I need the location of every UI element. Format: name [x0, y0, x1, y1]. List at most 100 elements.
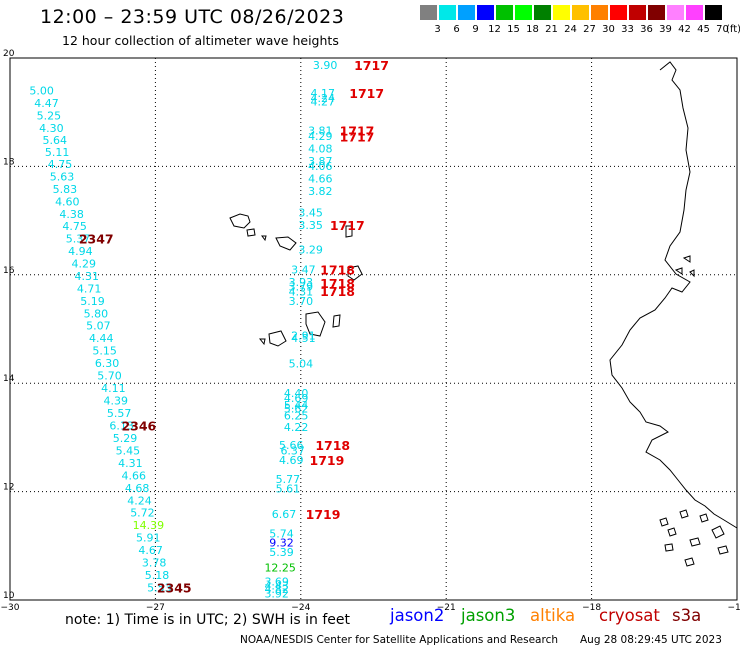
- scale-label: 18: [526, 24, 539, 35]
- pass-time-label: 1718: [320, 262, 355, 277]
- lon-tick-label: −30: [1, 603, 20, 610]
- scale-label: 39: [659, 24, 672, 35]
- sal-island: [345, 225, 353, 238]
- scale-swatch: [458, 5, 475, 20]
- wave-height-label: 5.57: [107, 407, 132, 420]
- lat-tick-label: 18: [3, 157, 15, 167]
- lon-tick-label: −21: [437, 603, 456, 610]
- legend-cryosat: cryosat: [599, 606, 660, 625]
- wave-height-label: 4.69: [284, 392, 309, 405]
- scale-swatch: [610, 5, 627, 20]
- wave-height-label: 5.61: [276, 482, 301, 495]
- scale-swatch: [591, 5, 608, 20]
- footer-credit: NOAA/NESDIS Center for Satellite Applica…: [240, 634, 558, 646]
- scale-swatch: [477, 5, 494, 20]
- wave-height-label: 5.70: [97, 370, 122, 383]
- wave-height-label: 6.25: [284, 410, 309, 423]
- bissagos-4: [699, 513, 709, 523]
- santo-antao-island: [229, 213, 251, 229]
- wave-height-label: 4.08: [308, 143, 333, 156]
- wave-height-label: 3.90: [313, 59, 338, 72]
- wave-height-label: 4.06: [308, 160, 333, 173]
- sao-nicolau-island: [275, 236, 297, 251]
- wave-height-label: 4.22: [284, 421, 309, 434]
- wave-height-label: 5.53: [147, 582, 172, 595]
- scale-swatch: [686, 5, 703, 20]
- wave-height-label: 2.91: [291, 330, 316, 343]
- wave-height-label: 5.07: [86, 320, 111, 333]
- bissagos-5: [711, 525, 725, 539]
- wave-height-label: 12.25: [264, 561, 296, 574]
- pass-time-label: 2345: [157, 581, 192, 596]
- wave-height-label: 4.43: [264, 579, 289, 592]
- wave-height-label: 3.35: [298, 219, 323, 232]
- scale-swatch: [534, 5, 551, 20]
- wave-height-label: 3.93: [289, 276, 314, 289]
- scale-unit: (ft): [726, 24, 740, 35]
- wave-height-label: 6.13: [109, 419, 133, 432]
- legend-jason2: jason2: [390, 606, 445, 625]
- wave-height-label: 9.32: [269, 537, 294, 550]
- wave-height-label: 4.69: [279, 454, 304, 467]
- scale-label: 42: [678, 24, 691, 35]
- wave-height-label: 5.64: [42, 134, 67, 147]
- brava-island: [258, 338, 266, 346]
- scale-label: 9: [472, 24, 479, 35]
- wave-height-label: 4.31: [118, 457, 142, 470]
- wave-height-label: 14.39: [133, 519, 165, 532]
- delta-islet-2: [674, 267, 683, 275]
- lat-tick-label: 10: [3, 591, 15, 601]
- wave-height-label: 5.19: [80, 295, 105, 308]
- wave-height-label: 3.45: [298, 206, 323, 219]
- wave-height-label: 4.68: [125, 482, 150, 495]
- santa-luzia-island: [261, 235, 267, 242]
- wave-height-label: 4.51: [291, 332, 316, 345]
- map-frame: [9, 57, 738, 601]
- wave-height-label: 4.94: [68, 245, 93, 258]
- wave-height-label: 5.45: [116, 444, 141, 457]
- legend-note: note: 1) Time is in UTC; 2) SWH is in fe…: [65, 612, 351, 628]
- legend-s3a: s3a: [672, 606, 702, 625]
- wave-height-label: 5.18: [145, 569, 170, 582]
- pass-time-label: 1717: [354, 58, 389, 73]
- wave-height-label: 5.37: [66, 232, 91, 245]
- wave-height-label: 5.66: [279, 439, 304, 452]
- wave-height-label: 4.47: [34, 97, 59, 110]
- wave-height-label: 5.74: [269, 527, 294, 540]
- wave-height-label: 5.72: [130, 507, 155, 520]
- wave-height-label: 3.82: [308, 185, 333, 198]
- scale-swatch: [420, 5, 437, 20]
- wave-height-label: 5.91: [136, 532, 161, 545]
- wave-height-label: 3.92: [264, 587, 289, 600]
- legend-jason3: jason3: [461, 606, 516, 625]
- wave-height-label: 3.70: [289, 295, 314, 308]
- santiago-island: [305, 311, 326, 337]
- cape-verde-islands: [229, 213, 363, 347]
- wave-height-label: 3.78: [142, 557, 167, 570]
- boa-vista-island: [347, 265, 363, 281]
- lon-tick-label: −27: [146, 603, 165, 610]
- altimeter-map: −30−27−24−21−18−15201816141210 5.004.475…: [1, 49, 740, 610]
- scale-label: 27: [583, 24, 596, 35]
- wave-height-label: 5.80: [84, 307, 109, 320]
- wave-height-label: 4.44: [89, 332, 114, 345]
- scale-label: 3: [434, 24, 441, 35]
- wave-height-label: 4.60: [55, 196, 80, 209]
- bissagos-6: [689, 537, 701, 547]
- graticule: −30 −27 −24 −21 −18 −15 20 18 16 14 12 10: [1, 49, 740, 610]
- pass-time-label: 1717: [340, 124, 375, 139]
- map-subtitle: 12 hour collection of altimeter wave hei…: [62, 33, 339, 48]
- wave-height-label: 5.62: [284, 403, 309, 416]
- wave-height-label: 4.30: [39, 122, 64, 135]
- bissagos-8: [717, 545, 729, 555]
- wave-height-label: 6.37: [280, 444, 305, 457]
- wave-height-label: 5.39: [269, 546, 294, 559]
- wave-height-label: 3.87: [308, 155, 333, 168]
- lat-tick-label: 12: [3, 483, 14, 493]
- pass-time-label: 2347: [79, 231, 114, 246]
- scale-swatch: [572, 5, 589, 20]
- footer-timestamp: Aug 28 08:29:45 UTC 2023: [580, 634, 722, 646]
- pass-time-label: 1718: [320, 284, 355, 299]
- scale-label: 12: [488, 24, 501, 35]
- wave-height-label: 3.79: [289, 281, 314, 294]
